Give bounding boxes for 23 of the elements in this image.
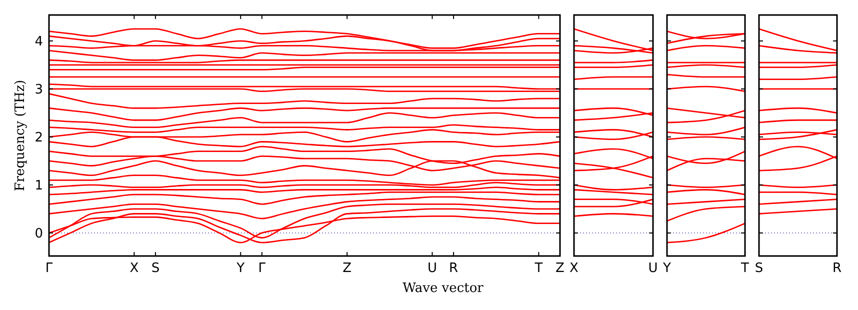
x-tick-label: U — [648, 261, 658, 276]
x-tick-label: R — [449, 261, 458, 276]
x-tick-label: S — [151, 261, 160, 276]
y-tick-label: 1 — [34, 178, 43, 194]
y-tick-label: 4 — [34, 34, 43, 50]
x-tick-label: Γ — [258, 261, 266, 276]
x-tick-label: S — [754, 261, 764, 276]
x-tick-label: U — [427, 261, 438, 276]
x-tick-label: T — [740, 261, 750, 276]
y-tick-label: 3 — [34, 82, 43, 98]
y-tick-label: 2 — [34, 130, 43, 146]
x-tick-label: Z — [342, 261, 352, 276]
y-axis-title: Frequency (THz) — [13, 80, 28, 192]
y-tick-label: 0 — [34, 226, 43, 242]
x-tick-label: Y — [662, 261, 672, 276]
x-tick-label: Z — [556, 261, 565, 276]
x-axis-title: Wave vector — [402, 281, 484, 296]
x-tick-label: X — [130, 261, 139, 276]
x-tick-label: T — [534, 261, 543, 276]
x-tick-label: Γ — [45, 261, 54, 276]
x-tick-label: Y — [236, 261, 245, 276]
x-tick-label: X — [570, 261, 579, 276]
x-tick-label: R — [832, 261, 842, 276]
